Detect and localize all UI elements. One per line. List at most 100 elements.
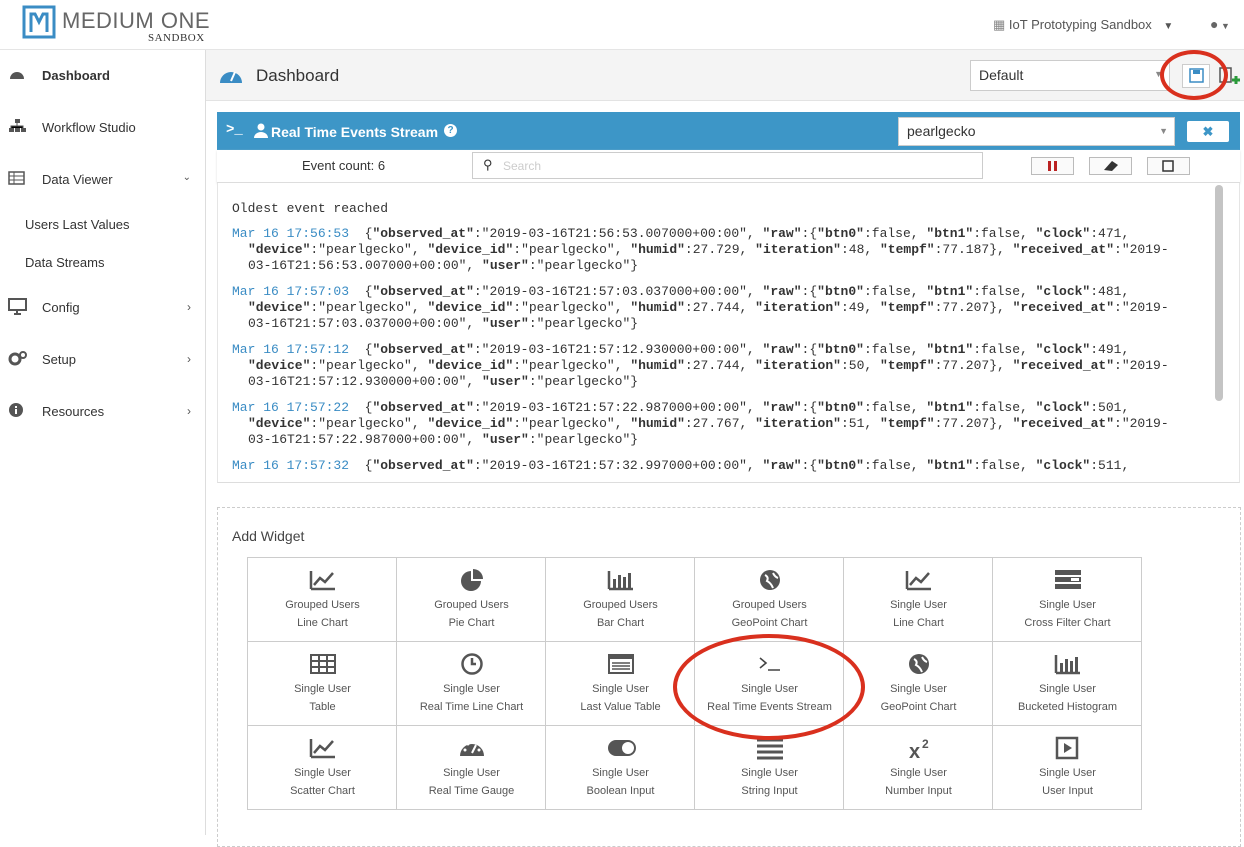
widget-tile[interactable]: Single User Line Chart (844, 558, 993, 642)
widget-tile[interactable]: Single User Real Time Gauge (397, 726, 546, 810)
event-time: Mar 16 17:56:53 (232, 226, 350, 241)
tile-label: Real Time Line Chart (419, 701, 524, 713)
nav-label: Resources (42, 404, 105, 419)
help-icon[interactable]: ? (444, 124, 457, 137)
tile-icon (546, 652, 695, 676)
tile-label: Bucketed Histogram (1017, 701, 1118, 713)
user-menu[interactable]: ● ▼ (1210, 16, 1230, 32)
tile-label: Pie Chart (448, 617, 495, 629)
clear-button[interactable] (1089, 157, 1132, 175)
event-entry: Mar 16 17:57:32 {"observed_at":"2019-03-… (232, 458, 1192, 474)
tile-icon (248, 568, 397, 592)
user-icon (254, 123, 268, 138)
dashboard-bar: Dashboard Default ▼ (206, 50, 1244, 101)
event-count: Event count: 6 (302, 158, 386, 173)
widget-tile[interactable]: Single User Cross Filter Chart (993, 558, 1142, 642)
event-time: Mar 16 17:57:12 (232, 342, 350, 357)
tile-label: Grouped Users (285, 599, 360, 611)
event-entry: Mar 16 17:57:03 {"observed_at":"2019-03-… (232, 284, 1192, 332)
tile-label: Real Time Gauge (428, 785, 515, 797)
tile-label: Single User (1039, 683, 1096, 695)
widget-tile[interactable]: Single User Real Time Line Chart (397, 642, 546, 726)
tile-icon (248, 736, 397, 760)
tile-label: Boolean Input (586, 785, 655, 797)
icon (8, 351, 27, 366)
svg-text:2: 2 (922, 737, 929, 751)
tile-icon (397, 652, 546, 676)
project-name: IoT Prototyping Sandbox (1008, 17, 1152, 32)
event-body: {"observed_at":"2019-03-16T21:57:12.9300… (248, 342, 1169, 389)
tile-icon (546, 568, 695, 592)
event-entry: Mar 16 17:57:12 {"observed_at":"2019-03-… (232, 342, 1192, 390)
tile-icon (993, 736, 1142, 760)
page-title: Dashboard (256, 66, 340, 85)
tile-icon (844, 568, 993, 592)
tile-label: GeoPoint Chart (731, 617, 808, 629)
tile-label: User Input (1042, 785, 1093, 797)
tile-label: Single User (443, 683, 500, 695)
widget-tile[interactable]: x 2 Single User Number Input (844, 726, 993, 810)
close-button[interactable]: ✖ (1187, 121, 1229, 142)
search-placeholder: Search (503, 159, 542, 173)
search-box[interactable]: ⚲ Search (472, 152, 983, 179)
widget-tile[interactable]: Single User Boolean Input (546, 726, 695, 810)
tile-icon (397, 568, 546, 592)
widget-title: Real Time Events Stream (271, 124, 439, 140)
sidebar: Dashboard Workflow Studio Data Viewer ⌄ U… (0, 50, 206, 835)
widget-toolbar: Event count: 6 ⚲ Search (217, 150, 1240, 183)
event-time: Mar 16 17:57:22 (232, 400, 350, 415)
logo-sub: SANDBOX (148, 32, 205, 44)
widget-header: >_ Real Time Events Stream ? pearlgecko ▼… (217, 112, 1240, 150)
widget-tile[interactable]: Single User Table (248, 642, 397, 726)
widget-tile[interactable]: Grouped Users Bar Chart (546, 558, 695, 642)
event-time: Mar 16 17:57:03 (232, 284, 350, 299)
icon (10, 72, 24, 79)
widget-tile[interactable]: Grouped Users Pie Chart (397, 558, 546, 642)
tile-label: Bar Chart (596, 617, 645, 629)
widget-tile[interactable]: Single User Last Value Table (546, 642, 695, 726)
widget-tile[interactable]: Single User User Input (993, 726, 1142, 810)
tile-label: Number Input (885, 785, 952, 797)
widget-tile[interactable]: Single User Scatter Chart (248, 726, 397, 810)
widget-tile[interactable]: Grouped Users GeoPoint Chart (695, 558, 844, 642)
tile-icon (695, 736, 844, 760)
top-bar: MEDIUM ONE SANDBOX ▦ IoT Prototyping San… (0, 0, 1244, 50)
event-body: {"observed_at":"2019-03-16T21:57:03.0370… (248, 284, 1169, 331)
dashboard-select[interactable]: Default ▼ (970, 60, 1170, 91)
widget-tile[interactable]: Grouped Users Line Chart (248, 558, 397, 642)
tile-icon (993, 652, 1142, 676)
tile-label: String Input (741, 785, 798, 797)
tile-label: Single User (890, 683, 947, 695)
nav-label: Workflow Studio (42, 120, 136, 135)
oldest-note: Oldest event reached (232, 201, 389, 216)
pause-button[interactable] (1031, 157, 1074, 175)
icon (8, 171, 25, 185)
widget-tile[interactable]: Single User String Input (695, 726, 844, 810)
user-select[interactable]: pearlgecko ▼ (898, 117, 1175, 146)
terminal-icon: >_ (226, 122, 243, 138)
nav-label: Data Viewer (42, 172, 113, 187)
select-value: pearlgecko (907, 123, 976, 139)
widget-tile[interactable]: Single User GeoPoint Chart (844, 642, 993, 726)
widget-tile[interactable]: Single User Bucketed Histogram (993, 642, 1142, 726)
tile-label: Single User (1039, 599, 1096, 611)
tile-label: Single User (741, 767, 798, 779)
project-menu[interactable]: ▦ IoT Prototyping Sandbox ▼ (993, 17, 1174, 32)
tile-label: Single User (294, 767, 351, 779)
tile-icon (695, 568, 844, 592)
nav-label: Users Last Values (25, 217, 130, 232)
panel-title: Add Widget (232, 528, 305, 544)
event-body: {"observed_at":"2019-03-16T21:56:53.0070… (248, 226, 1169, 273)
tile-icon (397, 736, 546, 760)
tile-label: Single User (443, 767, 500, 779)
widget-grid: Grouped Users Line Chart Grouped Users Pie … (247, 557, 1142, 810)
tile-label: Single User (592, 767, 649, 779)
dashboard-icon (220, 71, 242, 83)
event-time: Mar 16 17:57:32 (232, 458, 350, 473)
nav-label: Data Streams (25, 255, 105, 270)
select-value: Default (979, 67, 1024, 83)
save-log-button[interactable] (1147, 157, 1190, 175)
tile-label: Last Value Table (580, 701, 661, 713)
